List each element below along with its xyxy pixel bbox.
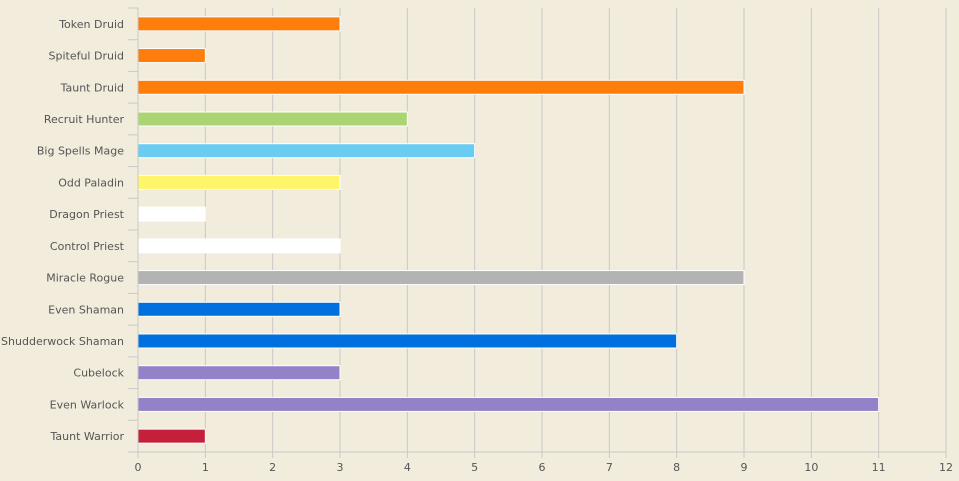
x-tick-label: 3 (337, 461, 344, 474)
bars (137, 16, 880, 444)
bar (137, 301, 341, 317)
category-label: Big Spells Mage (37, 145, 124, 158)
category-label: Recruit Hunter (44, 113, 125, 126)
category-label: Taunt Druid (60, 81, 124, 94)
bar (137, 79, 745, 95)
x-tick-label: 12 (939, 461, 953, 474)
category-label: Dragon Priest (49, 208, 124, 221)
bar (137, 333, 678, 349)
category-label: Even Warlock (50, 398, 125, 411)
bar (137, 174, 341, 190)
x-tick-label: 9 (741, 461, 748, 474)
bar (137, 206, 206, 222)
x-tick-label: 4 (404, 461, 411, 474)
category-label: Miracle Rogue (46, 272, 124, 285)
bar (137, 111, 408, 127)
category-label: Taunt Warrior (50, 430, 125, 443)
bar (137, 143, 476, 159)
x-tick-label: 10 (804, 461, 818, 474)
category-label: Odd Paladin (58, 176, 124, 189)
category-label: Spiteful Druid (48, 50, 124, 63)
bar (137, 365, 341, 381)
bar (137, 48, 206, 64)
x-tick-label: 2 (269, 461, 276, 474)
x-tick-label: 0 (135, 461, 142, 474)
bar (137, 270, 745, 286)
category-label: Token Druid (58, 18, 124, 31)
category-label: Cubelock (73, 367, 124, 380)
x-tick-label: 7 (606, 461, 613, 474)
bar (137, 238, 341, 254)
category-labels: Token Druid Spiteful Druid Taunt Druid Recr… (1, 7, 138, 453)
x-tick-label: 5 (471, 461, 478, 474)
x-tick-label: 11 (872, 461, 886, 474)
x-tick-label: 6 (539, 461, 546, 474)
category-label: Control Priest (50, 240, 125, 253)
bar (137, 16, 341, 32)
category-label: Even Shaman (48, 303, 124, 316)
x-axis-ticks: 0 1 2 3 4 5 6 7 8 9 10 11 12 (135, 452, 953, 474)
x-tick-label: 8 (673, 461, 680, 474)
grid-lines (204, 8, 947, 452)
category-label: Shudderwock Shaman (1, 335, 124, 348)
bar (137, 428, 206, 444)
bar (137, 396, 880, 412)
x-tick-label: 1 (202, 461, 209, 474)
